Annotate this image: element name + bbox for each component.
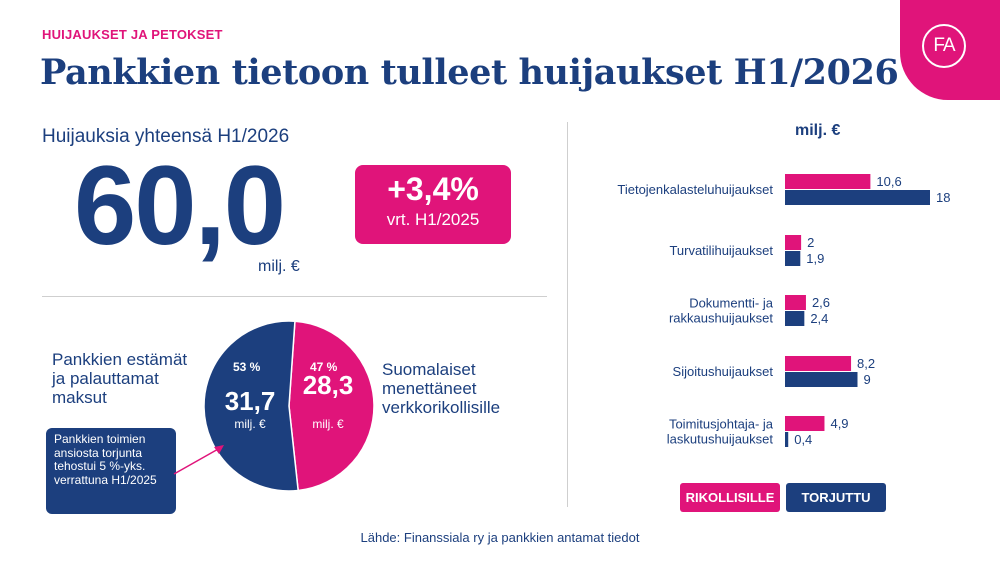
bar-criminals (785, 174, 871, 189)
change-reference: vrt. H1/2025 (386, 210, 480, 229)
bar-value-label: 2 (807, 235, 814, 250)
bar-criminals (785, 295, 806, 310)
pie-slice-unit-lost: milj. € (312, 417, 344, 431)
change-badge: +3,4% vrt. H1/2025 (355, 165, 511, 244)
pie-chart (203, 320, 375, 492)
bar-value-label: 2,6 (812, 295, 830, 310)
bar-value-label: 9 (864, 372, 871, 387)
legend-criminals: RIKOLLISILLE (680, 483, 780, 512)
bar-prevented (785, 311, 805, 326)
bar-value-label: 10,6 (876, 174, 901, 189)
category-label: Tietojenkalasteluhuijaukset (617, 182, 773, 197)
total-label: Huijauksia yhteensä H1/2026 (42, 126, 290, 147)
category-label: Sijoitushuijaukset (673, 364, 774, 379)
source-note: Lähde: Finanssiala ry ja pankkien antama… (360, 530, 640, 545)
bar-criminals (785, 235, 802, 250)
bar-value-label: 18 (936, 190, 950, 205)
bar-prevented (785, 432, 789, 447)
logo-mark: FA (922, 24, 966, 68)
bar-value-label: 1,9 (806, 251, 824, 266)
bar-criminals (785, 356, 852, 371)
total-value: 60,0 (74, 143, 286, 268)
pie-slice-unit-blocked: milj. € (234, 417, 266, 431)
bar-prevented (785, 190, 930, 205)
pie-slice-percent-lost: 47 % (310, 360, 338, 374)
callout-box: Pankkien toimien ansiosta torjunta tehos… (46, 428, 176, 514)
pie-slice-value-lost: 28,3 (302, 370, 354, 400)
bar-value-label: 4,9 (830, 416, 848, 431)
vertical-divider (567, 122, 568, 507)
bar-chart: Tietojenkalasteluhuijaukset 10,6 18 Turvati… (617, 174, 950, 447)
callout-arrow-icon (173, 445, 224, 475)
category-label: Toimitusjohtaja- ja laskutushuijaukset (667, 417, 774, 447)
horizontal-divider (42, 296, 547, 297)
pie-slice-percent-blocked: 53 % (233, 360, 261, 374)
bar-value-label: 0,4 (794, 432, 812, 447)
bar-prevented (785, 372, 858, 387)
bar-value-label: 8,2 (857, 356, 875, 371)
bar-chart-unit: milj. € (795, 122, 841, 139)
pie-slice-1 (288, 320, 375, 492)
bar-value-label: 2,4 (810, 311, 828, 326)
pie-left-label: Pankkien estämät ja palauttamat maksut (52, 350, 188, 407)
category-label: HUIJAUKSET JA PETOKSET (42, 27, 223, 42)
pie-slice-0 (203, 320, 299, 492)
pie-right-label: Suomalaiset menettäneet verkkorikollisil… (382, 360, 501, 417)
page-title: Pankkien tietoon tulleet huijaukset H1/2… (40, 52, 899, 93)
change-value: +3,4% (387, 171, 479, 207)
total-unit: milj. € (258, 258, 300, 275)
category-label: Dokumentti- ja rakkaushuijaukset (669, 296, 774, 326)
bar-prevented (785, 251, 801, 266)
category-label: Turvatilihuijaukset (669, 243, 773, 258)
bar-criminals (785, 416, 825, 431)
pie-slice-value-blocked: 31,7 (224, 386, 276, 416)
brand-logo: FA (900, 0, 1000, 100)
legend-prevented: TORJUTTU (786, 483, 886, 512)
